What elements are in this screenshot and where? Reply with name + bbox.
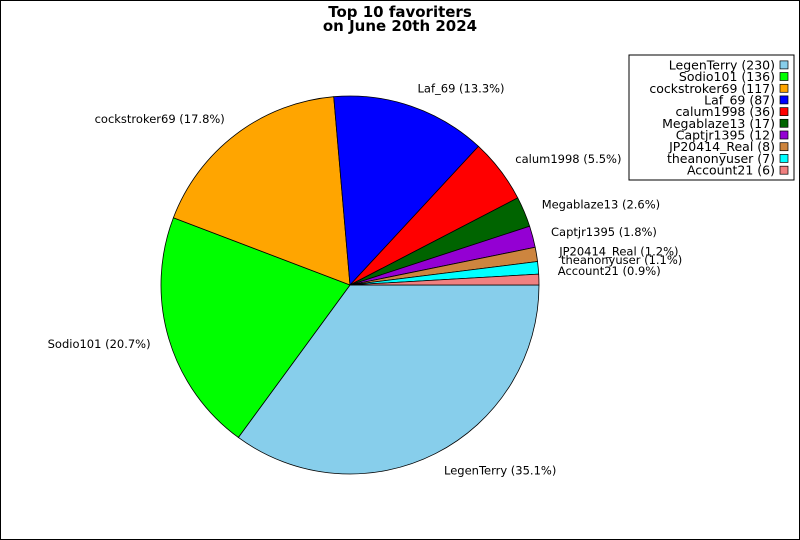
pie-slice-legenterry [237, 284, 540, 475]
legend-entry: cockstroker69 (117) [649, 81, 775, 96]
legend-swatch [779, 130, 789, 140]
slice-label: calum1998 (5.5%) [515, 152, 621, 166]
pie-slice-laf-69 [333, 95, 479, 286]
legend-swatch [779, 60, 789, 70]
legend-box [628, 54, 795, 181]
legend: LegenTerry (230)Sodio101 (136)cockstroke… [628, 54, 795, 181]
slice-label: Account21 (0.9%) [558, 264, 661, 278]
slice-label: Laf_69 (13.3%) [418, 81, 505, 95]
pie-slice-labels: LegenTerry (35.1%) Sodio101 (20.7%) cockst… [48, 81, 683, 477]
slice-label: cockstroker69 (17.8%) [95, 112, 225, 126]
legend-swatch [779, 72, 789, 81]
legend-entry: LegenTerry (230) [669, 57, 775, 72]
pie-slices [160, 95, 540, 475]
pie-slice-account21 [349, 273, 540, 286]
legend-entry: Account21 (6) [687, 163, 775, 178]
legend-entry: Megablaze13 (17) [662, 116, 775, 131]
slice-label: JP20414_Real (1.2%) [558, 244, 678, 258]
legend-swatch [779, 107, 789, 116]
chart-title: Top 10 favoriters [328, 3, 472, 21]
slice-label: Captjr1395 (1.8%) [551, 225, 657, 239]
legend-entry: calum1998 (36) [675, 104, 775, 119]
legend-entry: JP20414_Real (8) [668, 139, 775, 154]
legend-entry: Sodio101 (136) [679, 69, 775, 84]
legend-swatch [779, 142, 789, 152]
pie-slice-cockstroker69 [172, 96, 351, 286]
legend-entry: Captjr1395 (12) [676, 128, 775, 143]
legend-swatch [779, 154, 789, 163]
legend-swatch [779, 165, 789, 175]
legend-swatch [779, 83, 789, 93]
legend-swatch [779, 118, 789, 128]
slice-label: LegenTerry (35.1%) [444, 463, 556, 477]
legend-entry: Laf_69 (87) [704, 92, 775, 107]
chart-subtitle: on June 20th 2024 [323, 17, 477, 35]
slice-label: Sodio101 (20.7%) [48, 337, 151, 351]
slice-label: Megablaze13 (2.6%) [542, 198, 660, 212]
slice-label: theanonyuser (1.1%) [561, 253, 682, 267]
legend-swatch [779, 95, 789, 105]
legend-entry: theanonyuser (7) [667, 151, 775, 166]
pie-slice-sodio101 [160, 217, 351, 438]
